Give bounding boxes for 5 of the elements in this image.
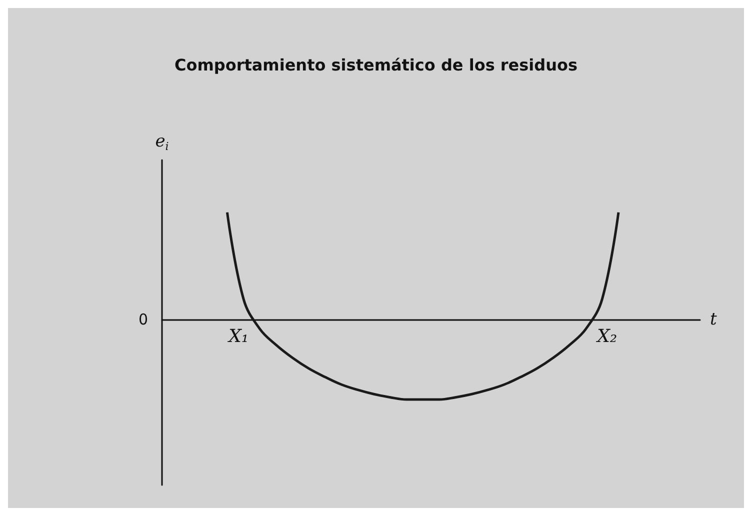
chart-title: Comportamiento sistemático de los residuos bbox=[174, 56, 578, 74]
annotation: X₁ bbox=[226, 326, 249, 347]
x-axis-title: t bbox=[710, 309, 717, 330]
text: 0 bbox=[138, 310, 148, 328]
annotation: X₂ bbox=[595, 326, 618, 347]
